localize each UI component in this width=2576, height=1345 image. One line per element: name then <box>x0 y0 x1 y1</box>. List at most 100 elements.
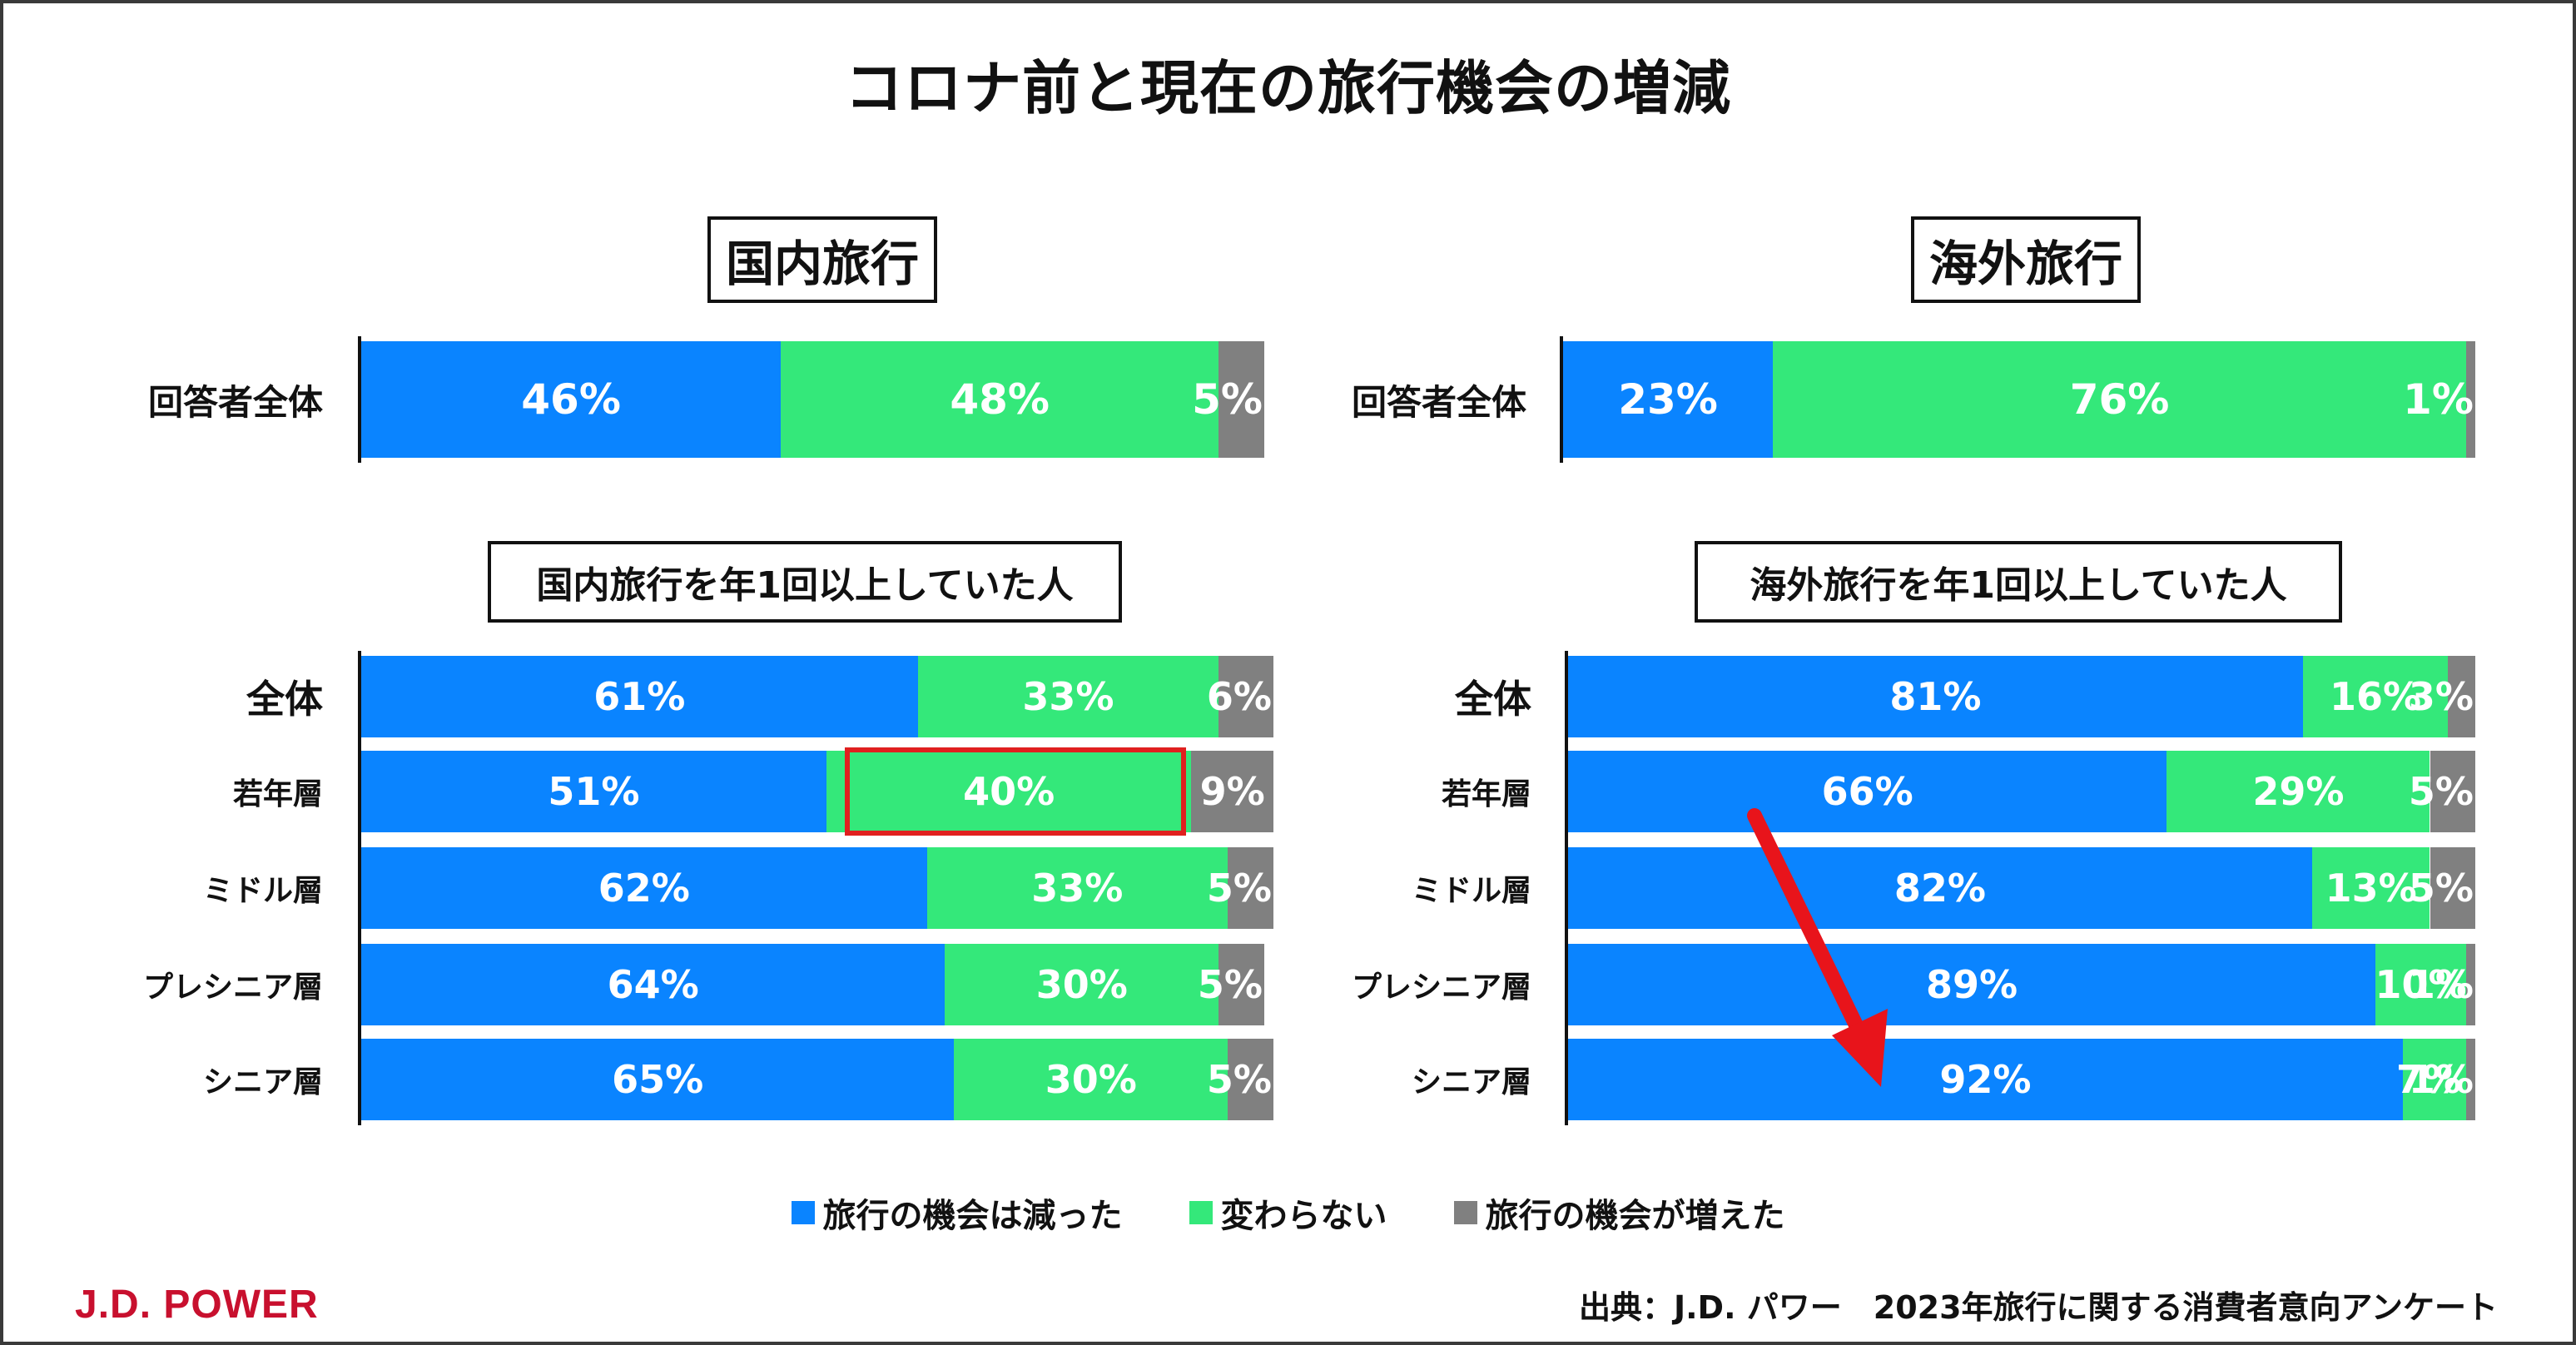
domestic-frequent-bar-4-unchanged: 30% <box>954 1039 1228 1120</box>
domestic-frequent-value-2-unchanged: 33% <box>1031 866 1124 911</box>
domestic-frequent-label-2: ミドル層 <box>202 874 323 908</box>
domestic-frequent-bar-1-decreased: 51% <box>361 751 826 832</box>
overseas-frequent-value-1-unchanged: 29% <box>2252 769 2345 814</box>
overseas-frequent-label-1: 若年層 <box>1441 777 1531 811</box>
legend-swatch-unchanged <box>1189 1201 1213 1224</box>
legend-swatch-increased <box>1453 1201 1477 1224</box>
domestic-frequent-bar-2-decreased: 62% <box>361 847 927 929</box>
overseas-frequent-value-0-unchanged: 16% <box>2330 674 2422 719</box>
overseas-frequent-value-2-increased: 5% <box>2408 866 2474 911</box>
domestic-frequent-bar-3-increased: 5% <box>1198 944 1265 1025</box>
jd-power-logo: J.D. POWER <box>75 1283 319 1327</box>
domestic-frequent-bar-0-increased: 6% <box>1207 656 1273 737</box>
overseas-frequent-value-3-increased: 1% <box>2408 962 2474 1007</box>
overseas-frequent-bar-0-unchanged: 16% <box>2302 656 2449 737</box>
legend-item-unchanged: 変わらない <box>1189 1189 1387 1237</box>
overseas-frequent-value-4-unchanged: 7% <box>2395 1057 2462 1102</box>
domestic-frequent-bar-2-increased: 5% <box>1207 847 1273 929</box>
domestic-frequent-bar-0-unchanged: 33% <box>917 656 1219 737</box>
legend-label-unchanged: 変わらない <box>1220 1197 1387 1235</box>
domestic-frequent-value-2-decreased: 62% <box>598 866 690 911</box>
domestic-frequent-value-3-increased: 5% <box>1197 962 1263 1007</box>
domestic-frequent-bar-3-unchanged: 30% <box>945 944 1219 1025</box>
overseas-frequent-bar-3-decreased: 89% <box>1568 944 2376 1025</box>
domestic-frequent-highlight-box <box>844 747 1187 836</box>
domestic-frequent-label-3: プレシニア層 <box>142 970 323 1005</box>
source-note: 出典：J.D. パワー 2023年旅行に関する消費者意向アンケート <box>1578 1289 2498 1326</box>
overseas-total-value-0-unchanged: 76% <box>2069 375 2170 424</box>
domestic-frequent-value-1-increased: 9% <box>1199 769 1265 814</box>
domestic-frequent-subtitle: 国内旅行を年1回以上していた人 <box>488 541 1122 623</box>
trend-arrow-shaft <box>1747 808 1867 1040</box>
overseas-frequent-value-4-increased: 1% <box>2408 1057 2474 1102</box>
domestic-section-title: 国内旅行 <box>707 216 937 303</box>
domestic-frequent-value-1-unchanged: 40% <box>963 769 1055 814</box>
overseas-frequent-label-3: プレシニア層 <box>1351 970 1531 1005</box>
overseas-frequent-value-1-decreased: 66% <box>1821 769 1913 814</box>
legend-label-decreased: 旅行の機会は減った <box>822 1197 1123 1235</box>
overseas-frequent-value-0-increased: 3% <box>2408 674 2474 719</box>
overseas-frequent-bar-1-unchanged: 29% <box>2167 751 2430 832</box>
overseas-frequent-value-2-decreased: 82% <box>1894 866 1986 911</box>
overseas-frequent-bar-1-decreased: 66% <box>1568 751 2167 832</box>
overseas-total-value-0-increased: 1% <box>2403 375 2474 424</box>
legend-label-increased: 旅行の機会が増えた <box>1485 1197 1785 1235</box>
domestic-frequent-value-2-increased: 5% <box>1206 866 1272 911</box>
domestic-frequent-bar-4-increased: 5% <box>1207 1039 1273 1120</box>
domestic-frequent-value-0-increased: 6% <box>1206 674 1272 719</box>
overseas-frequent-subtitle: 海外旅行を年1回以上していた人 <box>1695 541 2342 623</box>
domestic-total-value-0-decreased: 46% <box>521 375 621 424</box>
legend-item-decreased: 旅行の機会は減った <box>791 1189 1123 1237</box>
domestic-frequent-value-3-unchanged: 30% <box>1035 962 1128 1007</box>
domestic-total-label-0: 回答者全体 <box>147 381 323 423</box>
overseas-frequent-bar-1-increased: 5% <box>2409 751 2475 832</box>
overseas-frequent-label-2: ミドル層 <box>1411 874 1531 908</box>
overseas-frequent-value-2-unchanged: 13% <box>2325 866 2417 911</box>
overseas-frequent-value-4-decreased: 92% <box>1939 1057 2032 1102</box>
overseas-frequent-value-1-increased: 5% <box>2408 769 2474 814</box>
overseas-frequent-bar-4-increased: 1% <box>2409 1039 2475 1120</box>
domestic-frequent-bar-0-decreased: 61% <box>361 656 918 737</box>
domestic-frequent-value-0-decreased: 61% <box>593 674 686 719</box>
domestic-frequent-value-1-decreased: 51% <box>548 769 640 814</box>
overseas-frequent-value-0-decreased: 81% <box>1889 674 1982 719</box>
overseas-total-value-0-decreased: 23% <box>1618 375 1718 424</box>
domestic-frequent-bar-3-decreased: 64% <box>361 944 946 1025</box>
overseas-frequent-axis <box>1565 651 1568 1125</box>
domestic-frequent-label-1: 若年層 <box>232 777 323 811</box>
domestic-total-bar-0-decreased: 46% <box>361 341 782 458</box>
legend-item-increased: 旅行の機会が増えた <box>1453 1189 1785 1237</box>
overseas-frequent-bar-2-increased: 5% <box>2409 847 2475 929</box>
domestic-frequent-value-3-decreased: 64% <box>607 962 699 1007</box>
domestic-frequent-value-0-unchanged: 33% <box>1022 674 1114 719</box>
overseas-frequent-label-0: 全体 <box>1455 677 1531 722</box>
overseas-frequent-bar-2-unchanged: 13% <box>2311 847 2430 929</box>
chart-title: コロナ前と現在の旅行機会の増減 <box>845 54 1731 122</box>
domestic-frequent-axis <box>358 651 361 1125</box>
domestic-frequent-bar-4-decreased: 65% <box>361 1039 955 1120</box>
overseas-frequent-bar-3-unchanged: 10% <box>2375 944 2467 1025</box>
domestic-total-value-0-increased: 5% <box>1192 375 1263 424</box>
overseas-frequent-bar-3-increased: 1% <box>2409 944 2475 1025</box>
overseas-frequent-bar-0-increased: 3% <box>2409 656 2475 737</box>
domestic-frequent-value-4-decreased: 65% <box>612 1057 704 1102</box>
overseas-frequent-bar-0-decreased: 81% <box>1568 656 2303 737</box>
overseas-frequent-bar-4-decreased: 92% <box>1568 1039 2403 1120</box>
overseas-total-bar-0-unchanged: 76% <box>1773 341 2467 458</box>
overseas-frequent-value-3-decreased: 89% <box>1925 962 2018 1007</box>
domestic-total-bar-0-increased: 5% <box>1192 341 1265 458</box>
domestic-frequent-label-4: シニア層 <box>202 1065 323 1099</box>
domestic-frequent-value-4-increased: 5% <box>1206 1057 1272 1102</box>
legend: 旅行の機会は減った 変わらない 旅行の機会が増えた <box>3 1189 2573 1237</box>
overseas-section-title: 海外旅行 <box>1911 216 2141 303</box>
domestic-frequent-label-0: 全体 <box>246 677 323 722</box>
domestic-total-value-0-unchanged: 48% <box>950 375 1050 424</box>
domestic-total-bar-0-unchanged: 48% <box>781 341 1219 458</box>
overseas-total-axis <box>1560 336 1563 463</box>
domestic-frequent-value-4-unchanged: 30% <box>1045 1057 1137 1102</box>
overseas-frequent-bar-4-unchanged: 7% <box>2396 1039 2467 1120</box>
domestic-total-axis <box>358 336 361 463</box>
overseas-total-bar-0-decreased: 23% <box>1563 341 1774 458</box>
trend-arrow-head <box>1832 1009 1888 1087</box>
